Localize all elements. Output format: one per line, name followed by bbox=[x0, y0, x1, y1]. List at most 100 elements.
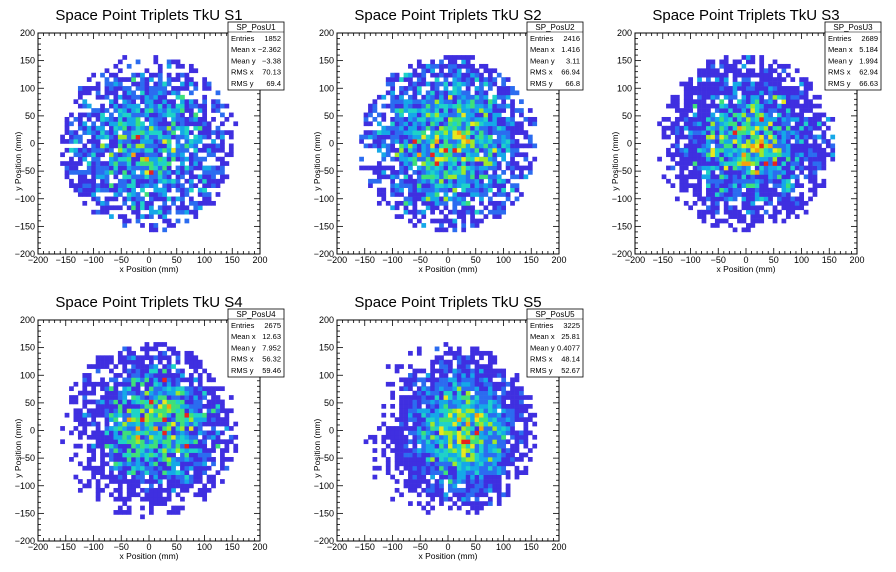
histogram-bin bbox=[180, 461, 185, 467]
histogram-bin bbox=[197, 417, 203, 422]
histogram-bin bbox=[149, 77, 154, 82]
panel-4: −200 −150 −100 −50 0 50 100 150 200−200−150−100−… bbox=[13, 294, 285, 561]
histogram-bin bbox=[728, 178, 733, 184]
histogram-bin bbox=[412, 479, 418, 484]
histogram-bin bbox=[86, 178, 92, 184]
histogram-bin bbox=[126, 386, 132, 392]
histogram-bin bbox=[723, 165, 729, 171]
histogram-bin bbox=[149, 448, 154, 453]
histogram-bin bbox=[461, 139, 467, 144]
histogram-bin bbox=[135, 205, 141, 211]
histogram-bin bbox=[394, 99, 400, 105]
histogram-bin bbox=[113, 364, 119, 369]
histogram-bin bbox=[153, 209, 159, 215]
histogram-bin bbox=[166, 183, 172, 188]
histogram-bin bbox=[144, 103, 150, 109]
histogram-bin bbox=[394, 170, 400, 175]
histogram-bin bbox=[91, 108, 97, 113]
histogram-bin bbox=[421, 130, 427, 135]
histogram-bin bbox=[126, 510, 132, 515]
histogram-bin bbox=[794, 196, 800, 202]
histogram-bin bbox=[149, 386, 154, 392]
histogram-bin bbox=[492, 147, 498, 153]
histogram-bin bbox=[519, 170, 524, 175]
histogram-bin bbox=[439, 165, 444, 171]
histogram-bin bbox=[193, 492, 199, 498]
histogram-bin bbox=[162, 381, 168, 387]
histogram-bin bbox=[483, 94, 489, 100]
histogram-bin bbox=[144, 487, 150, 493]
histogram-bin bbox=[470, 134, 475, 140]
histogram-bin bbox=[434, 178, 440, 184]
histogram-bin bbox=[197, 412, 203, 418]
histogram-bin bbox=[206, 377, 212, 383]
histogram-bin bbox=[799, 130, 805, 135]
histogram-bin bbox=[197, 426, 203, 431]
histogram-bin bbox=[759, 165, 765, 171]
histogram-bin bbox=[100, 209, 105, 215]
histogram-bin bbox=[215, 143, 221, 149]
histogram-bin bbox=[456, 492, 462, 498]
histogram-bin bbox=[162, 430, 168, 436]
histogram-bin bbox=[812, 134, 818, 140]
histogram-bin bbox=[706, 143, 711, 149]
histogram-bin bbox=[443, 72, 449, 78]
histogram-bin bbox=[86, 77, 92, 82]
histogram-bin bbox=[122, 457, 128, 462]
histogram-bin bbox=[803, 130, 809, 135]
histogram-bin bbox=[149, 147, 154, 153]
histogram-bin bbox=[184, 103, 190, 109]
histogram-bin bbox=[86, 434, 92, 440]
histogram-bin bbox=[399, 156, 404, 162]
histogram-bin bbox=[443, 439, 449, 445]
histogram-bin bbox=[91, 417, 97, 422]
histogram-bin bbox=[408, 81, 413, 87]
histogram-bin bbox=[768, 86, 773, 91]
histogram-bin bbox=[149, 479, 154, 484]
histogram-bin bbox=[211, 108, 216, 113]
histogram-bin bbox=[416, 474, 422, 480]
histogram-bin bbox=[412, 457, 418, 462]
histogram-bin bbox=[746, 192, 751, 197]
histogram-bin bbox=[692, 165, 698, 171]
histogram-bin bbox=[184, 479, 190, 484]
histogram-bin bbox=[403, 170, 409, 175]
histogram-bin bbox=[394, 205, 400, 211]
histogram-bin bbox=[117, 403, 123, 409]
histogram-bin bbox=[674, 121, 680, 127]
histogram-bin bbox=[149, 112, 154, 118]
histogram-bin bbox=[109, 479, 114, 484]
histogram-bin bbox=[220, 170, 225, 175]
histogram-bin bbox=[171, 178, 176, 184]
histogram-cells bbox=[359, 55, 538, 233]
histogram-bin bbox=[763, 90, 769, 96]
histogram-bin bbox=[95, 134, 101, 140]
histogram-bin bbox=[408, 183, 413, 188]
histogram-bin bbox=[131, 143, 136, 149]
histogram-bin bbox=[135, 386, 141, 392]
histogram-bin bbox=[157, 170, 163, 175]
histogram-bin bbox=[746, 161, 751, 166]
histogram-bin bbox=[95, 439, 101, 445]
histogram-bin bbox=[157, 426, 163, 431]
histogram-bin bbox=[184, 457, 190, 462]
histogram-bin bbox=[202, 421, 208, 427]
stats-value: 59.46 bbox=[262, 366, 281, 375]
histogram-bin bbox=[821, 165, 827, 171]
histogram-bin bbox=[184, 359, 190, 365]
histogram-bin bbox=[710, 196, 716, 202]
histogram-bin bbox=[688, 161, 694, 166]
histogram-bin bbox=[131, 112, 136, 118]
histogram-bin bbox=[171, 350, 176, 356]
stats-label: Entries bbox=[530, 34, 554, 43]
histogram-bin bbox=[144, 346, 150, 352]
histogram-bin bbox=[394, 152, 400, 158]
histogram-bin bbox=[483, 90, 489, 96]
histogram-bin bbox=[777, 196, 782, 202]
histogram-bin bbox=[162, 426, 168, 431]
histogram-bin bbox=[171, 483, 176, 489]
y-tick-label: 150 bbox=[20, 56, 35, 66]
histogram-bin bbox=[501, 192, 507, 197]
histogram-bin bbox=[443, 143, 449, 149]
histogram-bin bbox=[448, 55, 453, 60]
